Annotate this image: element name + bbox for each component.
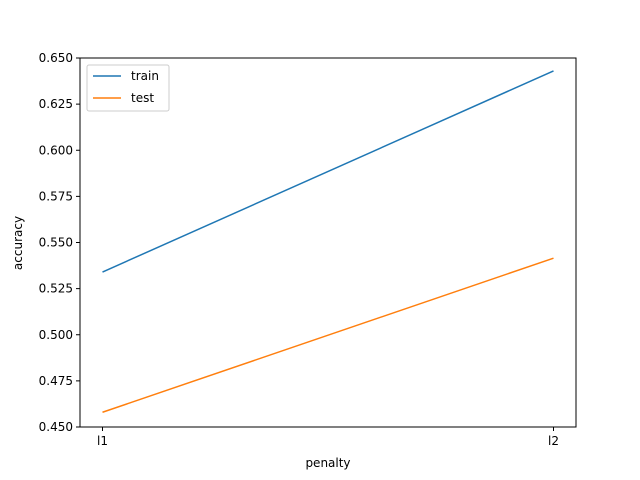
legend-label-test: test	[131, 91, 154, 105]
series-line-train	[102, 70, 554, 273]
legend-label-train: train	[131, 69, 159, 83]
y-tick-label: 0.575	[39, 189, 73, 203]
y-tick-label: 0.550	[39, 236, 73, 250]
y-tick-label: 0.500	[39, 328, 73, 342]
y-tick-label: 0.450	[39, 420, 73, 434]
series-lines	[102, 70, 554, 413]
series-line-test	[102, 257, 554, 413]
y-axis: 0.450 0.475 0.500 0.525 0.550 0.575 0.600 0.625…	[39, 51, 80, 434]
legend: train test	[86, 64, 170, 112]
y-tick-label: 0.625	[39, 97, 73, 111]
x-tick-label: l1	[97, 434, 108, 448]
x-tick-label: l2	[548, 434, 559, 448]
plot-area-frame	[79, 57, 577, 428]
x-axis-label: penalty	[305, 456, 350, 470]
y-tick-label: 0.475	[39, 374, 73, 388]
y-tick-label: 0.600	[39, 143, 73, 157]
y-tick-label: 0.650	[39, 51, 73, 65]
y-axis-label: accuracy	[11, 216, 25, 270]
y-tick-label: 0.525	[39, 282, 73, 296]
x-axis: l1 l2	[97, 427, 559, 448]
